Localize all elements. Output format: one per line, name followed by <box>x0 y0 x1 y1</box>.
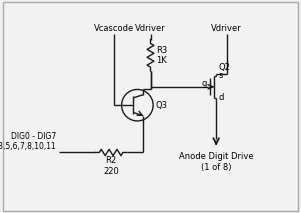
Text: d: d <box>218 93 224 102</box>
Text: Vdriver: Vdriver <box>211 24 242 33</box>
Text: R2
220: R2 220 <box>103 156 119 176</box>
Text: Q3: Q3 <box>155 101 167 110</box>
Text: s: s <box>218 71 223 80</box>
Text: Anode Digit Drive
(1 of 8): Anode Digit Drive (1 of 8) <box>179 153 253 172</box>
Text: g: g <box>201 79 206 88</box>
Text: Vdriver: Vdriver <box>135 24 166 33</box>
Text: R3
1K: R3 1K <box>156 46 168 65</box>
Text: DIG0 - DIG7
Pins 2,3,5,6,7,8,10,11: DIG0 - DIG7 Pins 2,3,5,6,7,8,10,11 <box>0 132 56 151</box>
Text: Vcascode: Vcascode <box>94 24 134 33</box>
Text: Q2: Q2 <box>219 63 231 72</box>
